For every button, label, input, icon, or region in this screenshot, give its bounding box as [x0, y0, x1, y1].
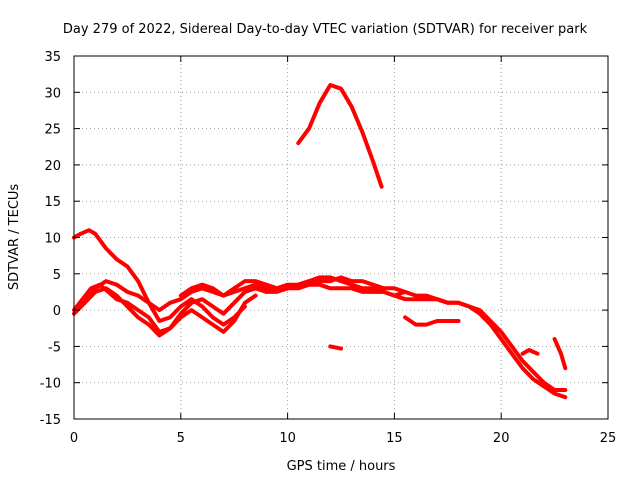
y-tick-label: -15 [40, 413, 61, 428]
x-tick-label: 0 [70, 431, 78, 446]
series-trace-k [328, 344, 343, 351]
y-tick-label: 10 [44, 232, 61, 247]
y-tick-label: 30 [44, 86, 61, 101]
x-tick-label: 5 [177, 431, 185, 446]
y-tick-label: 5 [53, 268, 61, 283]
series-trace-j [520, 348, 540, 356]
y-tick-label: 35 [44, 50, 61, 65]
y-axis-label: SDTVAR / TECUs [7, 184, 22, 291]
y-tick-label: 15 [44, 195, 61, 210]
chart-title: Day 279 of 2022, Sidereal Day-to-day VTE… [63, 22, 588, 37]
series-trace-a [72, 228, 247, 327]
series-trace-i [552, 337, 568, 371]
series-trace-d [82, 275, 408, 313]
y-tick-label: 25 [44, 123, 61, 138]
axes [73, 55, 609, 420]
y-tick-label: -5 [48, 340, 61, 355]
tick-labels: 0 5 10 15 20 25 -15 -10 -5 0 5 10 15 20 25 30 35 [40, 50, 617, 446]
x-axis-label: GPS time / hours [287, 459, 396, 474]
series-trace-e [178, 275, 568, 392]
series-trace-f [264, 282, 568, 400]
y-tick-label: -10 [40, 377, 61, 392]
series-trace-c [72, 286, 258, 338]
y-tick-label: 0 [53, 304, 61, 319]
y-tick-label: 20 [44, 159, 61, 174]
grid-lines [74, 56, 608, 419]
x-tick-label: 10 [279, 431, 296, 446]
x-tick-label: 15 [386, 431, 403, 446]
data-series [72, 83, 568, 400]
series-trace-h [403, 315, 461, 327]
x-tick-label: 20 [493, 431, 510, 446]
series-trace-g [296, 83, 384, 189]
x-tick-label: 25 [600, 431, 617, 446]
